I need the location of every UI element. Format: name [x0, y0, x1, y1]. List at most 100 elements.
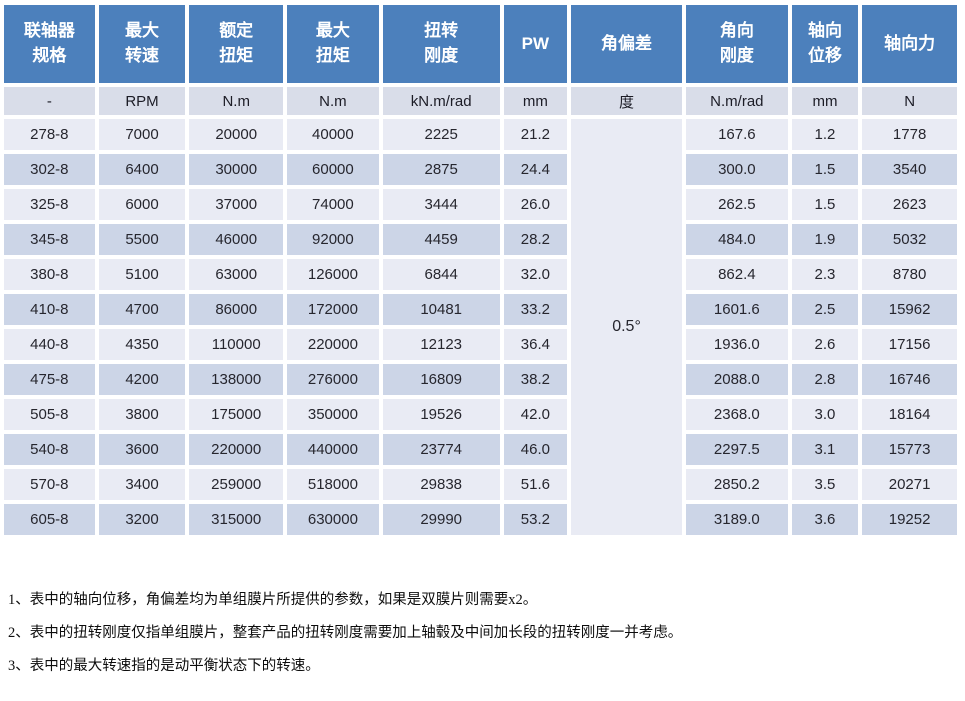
table-cell: 28.2: [503, 224, 568, 255]
table-cell: 3444: [382, 189, 500, 220]
table-cell: 380-8: [4, 259, 95, 290]
table-cell: 475-8: [4, 364, 95, 395]
table-cell: 2088.0: [685, 364, 788, 395]
table-cell: 138000: [189, 364, 284, 395]
table-cell: 2850.2: [685, 469, 788, 500]
table-cell: 440-8: [4, 329, 95, 360]
table-cell: 3400: [98, 469, 186, 500]
table-cell: 2623: [862, 189, 957, 220]
table-cell: 3.1: [791, 434, 859, 465]
table-cell: 5500: [98, 224, 186, 255]
table-cell: 63000: [189, 259, 284, 290]
table-cell: 167.6: [685, 119, 788, 150]
table-cell: 10481: [382, 294, 500, 325]
table-cell: 3189.0: [685, 504, 788, 535]
header-row: 联轴器 规格 最大 转速 额定 扭矩 最大 扭矩 扭转 刚度 PW 角偏差 角向 刚度 轴向 位…: [4, 5, 957, 83]
table-cell: 2297.5: [685, 434, 788, 465]
table-cell: 1778: [862, 119, 957, 150]
table-cell: 40000: [287, 119, 379, 150]
table-cell: 4459: [382, 224, 500, 255]
header-cell-angular-stiffness: 角向 刚度: [685, 5, 788, 83]
table-cell: 16746: [862, 364, 957, 395]
footnotes-block: 1、表中的轴向位移，角偏差均为单组膜片所提供的参数，如果是双膜片则需要x2。 2…: [8, 592, 958, 692]
table-cell: 7000: [98, 119, 186, 150]
table-cell: 32.0: [503, 259, 568, 290]
table-cell: 862.4: [685, 259, 788, 290]
table-cell: 46000: [189, 224, 284, 255]
table-cell: 42.0: [503, 399, 568, 430]
table-row: 345-8 5500 46000 92000 4459 28.2 484.0 1.9 5032: [4, 224, 957, 255]
coupling-spec-table: 联轴器 规格 最大 转速 额定 扭矩 最大 扭矩 扭转 刚度 PW 角偏差 角向 刚度 轴向 位…: [0, 1, 961, 539]
table-head: 联轴器 规格 最大 转速 额定 扭矩 最大 扭矩 扭转 刚度 PW 角偏差 角向 刚度 轴向 位…: [4, 5, 957, 115]
table-cell: 29990: [382, 504, 500, 535]
table-row: 540-8 3600 220000 440000 23774 46.0 2297.5 3.1 1…: [4, 434, 957, 465]
table-cell: 175000: [189, 399, 284, 430]
table-cell: 345-8: [4, 224, 95, 255]
header-cell-torsional-stiffness: 扭转 刚度: [382, 5, 500, 83]
table-row: 475-8 4200 138000 276000 16809 38.2 2088.0 2.8 1…: [4, 364, 957, 395]
table-cell: 2.6: [791, 329, 859, 360]
table-cell: 3600: [98, 434, 186, 465]
table-cell: 36.4: [503, 329, 568, 360]
table-cell: 51.6: [503, 469, 568, 500]
table-row: 440-8 4350 110000 220000 12123 36.4 1936.0 2.6 1…: [4, 329, 957, 360]
unit-cell-axial-displacement: mm: [791, 87, 859, 115]
header-cell-axial-displacement: 轴向 位移: [791, 5, 859, 83]
table-row: 302-8 6400 30000 60000 2875 24.4 300.0 1.5 3540: [4, 154, 957, 185]
table-cell: 6844: [382, 259, 500, 290]
table-cell: 302-8: [4, 154, 95, 185]
table-cell: 630000: [287, 504, 379, 535]
table-cell: 350000: [287, 399, 379, 430]
table-cell: 24.4: [503, 154, 568, 185]
table-cell: 110000: [189, 329, 284, 360]
table-row: 410-8 4700 86000 172000 10481 33.2 1601.6 2.5 15…: [4, 294, 957, 325]
table-cell: 3.6: [791, 504, 859, 535]
unit-cell-max-speed: RPM: [98, 87, 186, 115]
header-cell-pw: PW: [503, 5, 568, 83]
footnote-3: 3、表中的最大转速指的是动平衡状态下的转速。: [8, 657, 320, 674]
table-cell: 3800: [98, 399, 186, 430]
table-cell: 540-8: [4, 434, 95, 465]
table-cell: 2.5: [791, 294, 859, 325]
table-cell: 21.2: [503, 119, 568, 150]
table-cell: 276000: [287, 364, 379, 395]
table-row: 325-8 6000 37000 74000 3444 26.0 262.5 1.5 2623: [4, 189, 957, 220]
table-cell: 53.2: [503, 504, 568, 535]
table-cell: 484.0: [685, 224, 788, 255]
table-cell: 33.2: [503, 294, 568, 325]
table-cell: 6000: [98, 189, 186, 220]
header-cell-max-torque: 最大 扭矩: [287, 5, 379, 83]
table-cell: 325-8: [4, 189, 95, 220]
unit-cell-torsional-stiffness: kN.m/rad: [382, 87, 500, 115]
table-cell: 570-8: [4, 469, 95, 500]
unit-cell-rated-torque: N.m: [189, 87, 284, 115]
header-cell-angular-deviation: 角偏差: [571, 5, 682, 83]
table-cell: 20271: [862, 469, 957, 500]
table-cell: 74000: [287, 189, 379, 220]
table-cell: 29838: [382, 469, 500, 500]
header-cell-rated-torque: 额定 扭矩: [189, 5, 284, 83]
table-cell: 1936.0: [685, 329, 788, 360]
table-cell: 5032: [862, 224, 957, 255]
table-cell: 259000: [189, 469, 284, 500]
table-cell: 38.2: [503, 364, 568, 395]
table-cell: 17156: [862, 329, 957, 360]
table-cell: 2.3: [791, 259, 859, 290]
unit-cell-max-torque: N.m: [287, 87, 379, 115]
table-cell: 126000: [287, 259, 379, 290]
table-cell: 3.0: [791, 399, 859, 430]
table-row: 278-8 7000 20000 40000 2225 21.2 0.5° 167.6 1.2 1…: [4, 119, 957, 535]
table-cell: 4350: [98, 329, 186, 360]
unit-cell-angular-deviation: 度: [571, 87, 682, 115]
table-cell: 15773: [862, 434, 957, 465]
table-row: 605-8 3200 315000 630000 29990 53.2 3189.0 3.6 1…: [4, 504, 957, 535]
table-cell: 262.5: [685, 189, 788, 220]
table-cell: 505-8: [4, 399, 95, 430]
table-cell: 6400: [98, 154, 186, 185]
table-cell: 1.9: [791, 224, 859, 255]
table-cell: 5100: [98, 259, 186, 290]
table-cell: 8780: [862, 259, 957, 290]
table-cell: 15962: [862, 294, 957, 325]
unit-cell-coupling-spec: -: [4, 87, 95, 115]
table-row: 505-8 3800 175000 350000 19526 42.0 2368.0 3.0 1…: [4, 399, 957, 430]
